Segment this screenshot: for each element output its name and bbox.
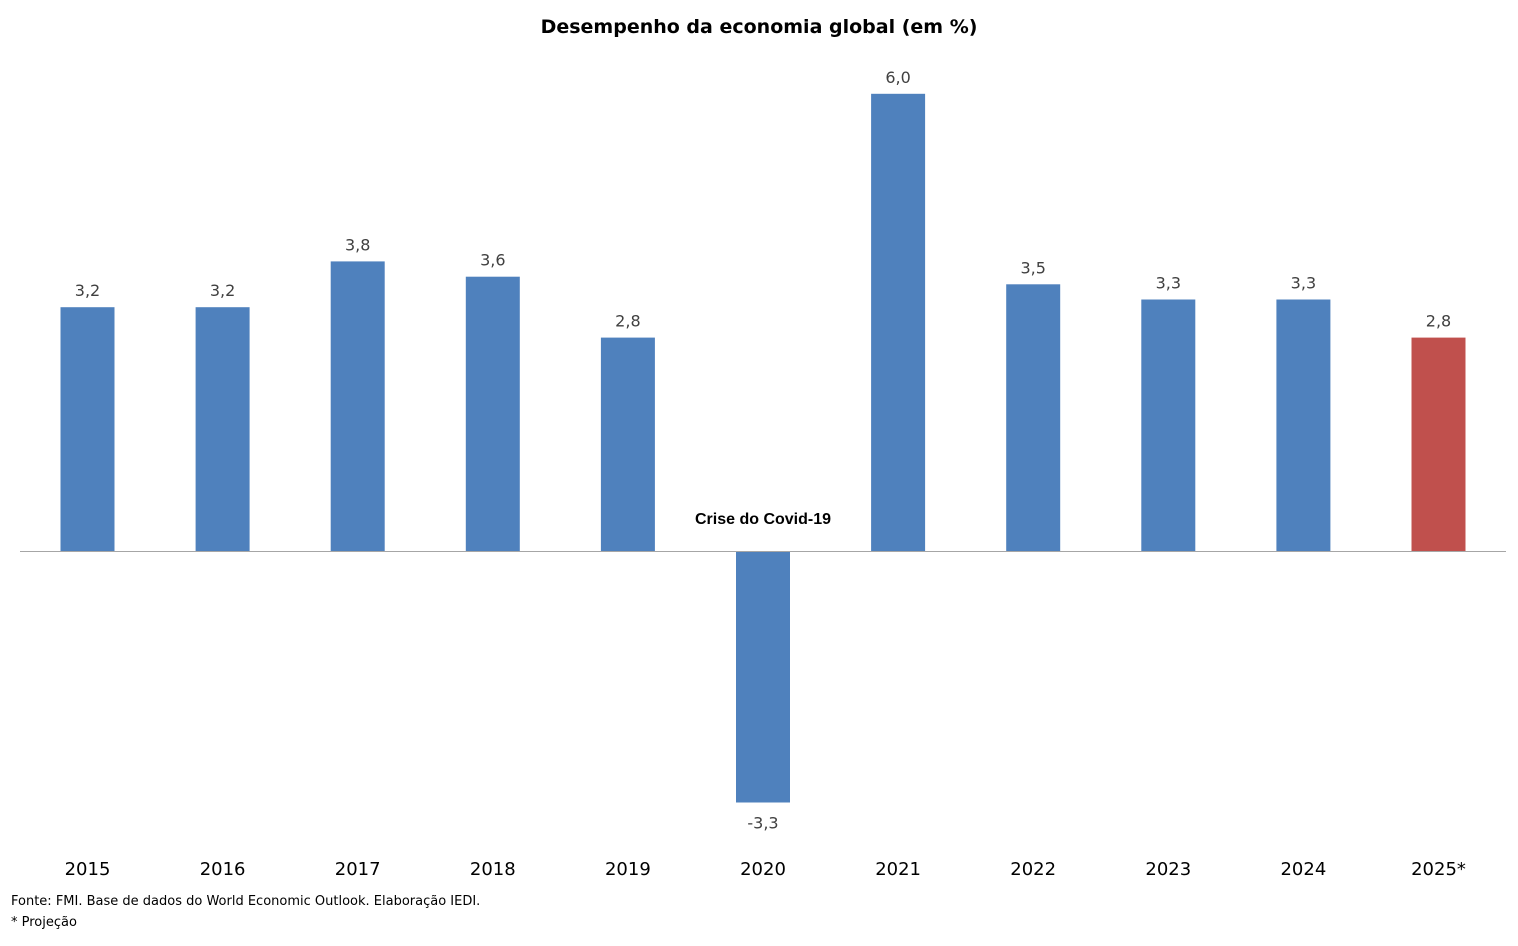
bar-2022 [1006, 284, 1061, 551]
bar-2021 [871, 93, 926, 552]
tick-label-2020: 2020 [740, 859, 786, 880]
data-label-2019: 2,8 [615, 312, 640, 331]
bar-2018 [465, 276, 520, 551]
tick-label-2016: 2016 [200, 859, 246, 880]
data-label-2025: 2,8 [1426, 312, 1451, 331]
data-label-2017: 3,8 [345, 235, 370, 254]
annotation-covid-crisis: Crise do Covid-19 [695, 511, 831, 528]
data-label-2016: 3,2 [210, 281, 235, 300]
annotations-group: Crise do Covid-19 [695, 511, 831, 528]
tick-label-2024: 2024 [1280, 859, 1326, 880]
data-label-2024: 3,3 [1291, 274, 1316, 293]
bars-group [60, 93, 1466, 803]
tick-label-2019: 2019 [605, 859, 651, 880]
tick-label-2022: 2022 [1010, 859, 1056, 880]
tick-label-2025: 2025* [1411, 859, 1466, 880]
source-note: Fonte: FMI. Base de dados do World Econo… [11, 894, 481, 909]
bar-2019 [600, 337, 655, 551]
data-label-2021: 6,0 [885, 68, 910, 87]
data-label-2015: 3,2 [75, 281, 100, 300]
data-label-2020: -3,3 [747, 814, 778, 833]
bar-2025 [1411, 337, 1466, 551]
tick-label-2018: 2018 [470, 859, 516, 880]
tick-label-2023: 2023 [1145, 859, 1191, 880]
chart-title: Desempenho da economia global (em %) [541, 16, 978, 38]
data-labels-group: 3,2 3,2 3,8 3,6 2,8 -3,3 6,0 3,5 3,3 3,3 2,8 [75, 68, 1451, 833]
bar-2016 [195, 307, 250, 551]
bar-2023 [1141, 299, 1196, 551]
bar-2020 [736, 551, 790, 803]
tick-label-2021: 2021 [875, 859, 921, 880]
tick-label-2017: 2017 [335, 859, 381, 880]
data-label-2022: 3,5 [1020, 258, 1045, 277]
bar-2024 [1276, 299, 1331, 551]
data-label-2018: 3,6 [480, 251, 505, 270]
footnote: * Projeção [11, 915, 77, 930]
category-tick-labels-group: 2015 2016 2017 2018 2019 2020 2021 2022 2023 2024… [65, 859, 1466, 880]
data-label-2023: 3,3 [1156, 274, 1181, 293]
bar-2015 [60, 307, 115, 551]
tick-label-2015: 2015 [65, 859, 111, 880]
bar-2017 [330, 261, 385, 551]
